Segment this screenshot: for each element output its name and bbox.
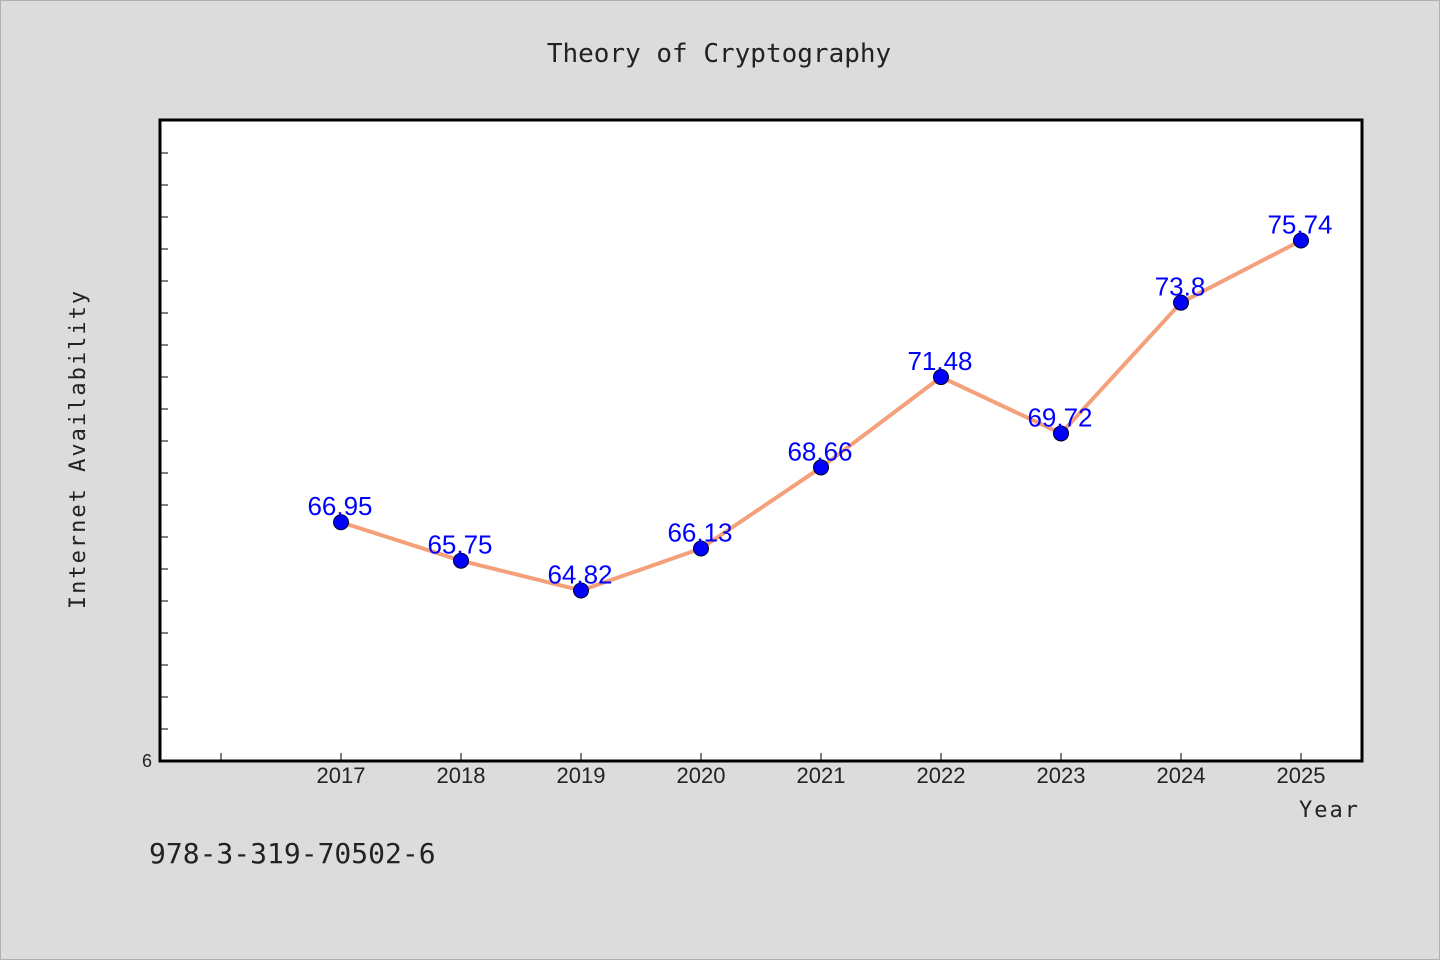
x-tick-label: 2023 <box>1037 763 1086 788</box>
data-label: 71.48 <box>907 346 972 376</box>
data-point <box>933 369 949 386</box>
y-axis-ticks <box>160 152 168 730</box>
data-point <box>573 582 589 599</box>
data-point <box>693 540 709 557</box>
x-tick-label: 2025 <box>1277 763 1326 788</box>
x-tick-label: 2019 <box>557 763 606 788</box>
data-label: 65.75 <box>427 530 492 560</box>
data-point <box>1173 294 1189 311</box>
x-axis-title: Year <box>1299 798 1360 823</box>
data-label: 68.66 <box>787 436 852 466</box>
x-axis-ticks <box>220 753 1302 761</box>
y-axis-title: Internet Availability <box>66 289 91 609</box>
x-tick-label: 2018 <box>437 763 486 788</box>
data-label: 66.95 <box>307 491 372 521</box>
data-label: 75.74 <box>1267 210 1332 240</box>
isbn-footer: 978-3-319-70502-6 <box>149 837 436 870</box>
data-label: 69.72 <box>1027 402 1092 432</box>
x-tick-label: 2022 <box>917 763 966 788</box>
plot-area <box>158 118 1364 763</box>
x-tick-label: 2020 <box>677 763 726 788</box>
series-group: 66.95 65.75 64.82 66.13 68.66 71.48 69.72 73.8 7… <box>307 210 1333 599</box>
data-label: 66.13 <box>667 518 732 548</box>
x-axis-tick-labels: 2017 2018 2019 2020 2021 2022 2023 2024 2025 <box>317 763 1326 788</box>
x-tick-label: 2021 <box>797 763 846 788</box>
data-point <box>453 552 469 569</box>
data-point <box>1053 425 1069 442</box>
data-label: 73.8 <box>1155 272 1206 302</box>
data-label: 64.82 <box>547 559 612 589</box>
y-axis-tick-label: 6 <box>142 751 152 771</box>
chart-title: Theory of Cryptography <box>547 39 891 69</box>
data-point <box>1293 232 1309 249</box>
x-tick-label: 2017 <box>317 763 366 788</box>
data-point <box>813 459 829 476</box>
data-point <box>333 514 349 531</box>
x-tick-label: 2024 <box>1157 763 1206 788</box>
